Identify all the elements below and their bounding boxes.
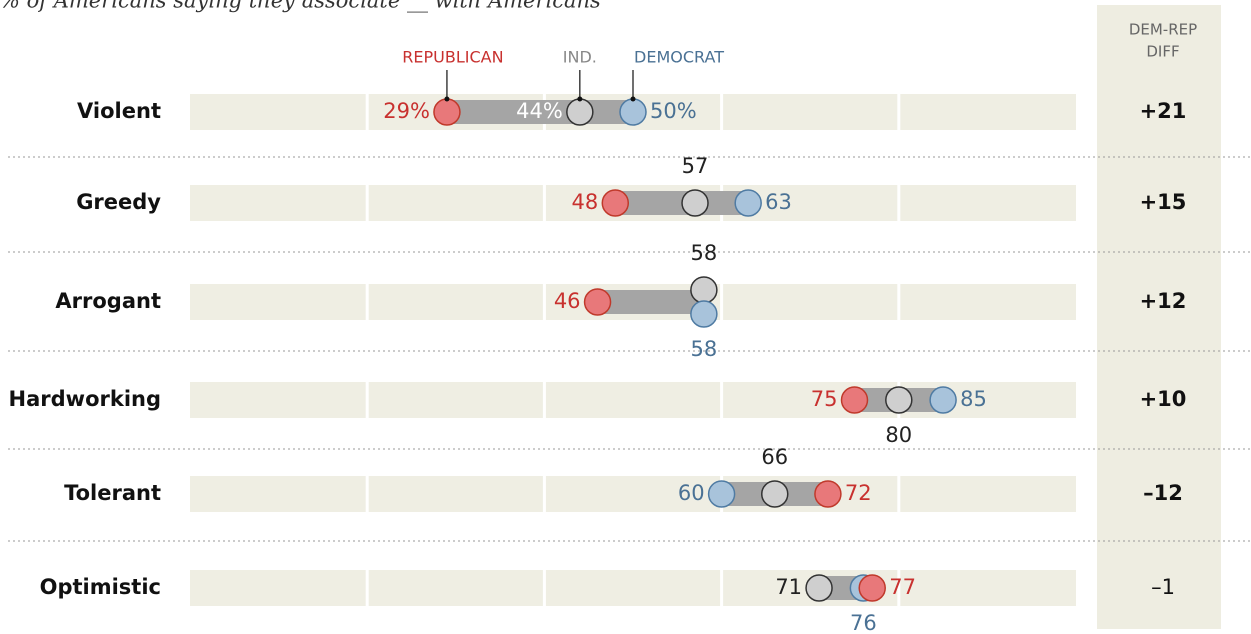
value-label: 76	[850, 611, 877, 634]
dot	[690, 300, 718, 328]
diff-label: +12	[1140, 289, 1187, 313]
dot	[840, 386, 869, 414]
subtitle: % of Americans saying they associate __ …	[0, 0, 601, 13]
dot	[734, 189, 762, 217]
legend-label: IND.	[563, 48, 597, 67]
diff-header: DEM-REP	[1129, 21, 1197, 39]
value-label: 72	[845, 481, 872, 505]
track	[190, 476, 366, 512]
dot	[681, 189, 709, 217]
value-label: 48	[572, 190, 599, 214]
value-label: 66	[761, 445, 788, 469]
track	[545, 382, 721, 418]
category-label: Optimistic	[40, 575, 161, 599]
dot	[814, 480, 842, 508]
diff-label: +10	[1140, 387, 1187, 411]
dot	[805, 574, 833, 602]
track	[723, 284, 898, 320]
dot	[858, 574, 886, 602]
legend-pointer-end	[577, 96, 583, 102]
value-label: 63	[765, 190, 792, 214]
legend-pointer-end	[444, 96, 450, 102]
track	[190, 94, 366, 130]
diff-label: –12	[1143, 481, 1183, 505]
category-label: Hardworking	[9, 387, 161, 411]
value-label: 46	[554, 289, 581, 313]
diff-label: –1	[1151, 575, 1175, 599]
diff-column	[1097, 5, 1221, 629]
value-label: 60	[678, 481, 705, 505]
value-label: 80	[885, 423, 912, 447]
track	[368, 570, 543, 606]
value-label: 85	[960, 387, 987, 411]
value-label: 77	[889, 575, 916, 599]
range-bar	[597, 290, 704, 314]
diff-label: +15	[1140, 190, 1187, 214]
dot	[583, 288, 612, 316]
track	[190, 382, 366, 418]
dot	[707, 480, 736, 508]
track	[900, 284, 1076, 320]
category-label: Violent	[77, 99, 161, 123]
track	[900, 570, 1076, 606]
track	[190, 284, 366, 320]
dot	[690, 276, 718, 304]
legend-label: REPUBLICAN	[402, 48, 503, 67]
track	[900, 185, 1076, 221]
legend-pointer-end	[630, 96, 636, 102]
category-label: Arrogant	[55, 289, 161, 313]
value-label: 50%	[650, 99, 697, 123]
value-label: 57	[682, 154, 709, 178]
category-label: Greedy	[76, 190, 161, 214]
value-label: 29%	[383, 99, 430, 123]
diff-label: +21	[1140, 99, 1187, 123]
track	[368, 284, 543, 320]
track	[545, 476, 721, 512]
track	[368, 476, 543, 512]
track	[368, 382, 543, 418]
track	[723, 94, 898, 130]
track	[545, 570, 721, 606]
track	[190, 570, 366, 606]
dot	[601, 189, 630, 217]
value-label: 75	[811, 387, 838, 411]
track	[900, 94, 1076, 130]
dot	[885, 386, 913, 414]
diff-header: DIFF	[1146, 43, 1179, 61]
value-label: 58	[691, 241, 718, 265]
value-label: 58	[691, 337, 718, 361]
value-label: 44%	[516, 99, 563, 123]
track	[900, 476, 1076, 512]
value-label: 71	[775, 575, 802, 599]
dot	[619, 98, 647, 126]
dot	[566, 98, 594, 126]
dot	[929, 386, 957, 414]
track	[190, 185, 366, 221]
range-bar	[446, 100, 633, 124]
track	[368, 185, 543, 221]
dot	[433, 98, 461, 126]
dot	[761, 480, 789, 508]
legend-label: DEMOCRAT	[634, 48, 724, 67]
category-label: Tolerant	[64, 481, 161, 505]
